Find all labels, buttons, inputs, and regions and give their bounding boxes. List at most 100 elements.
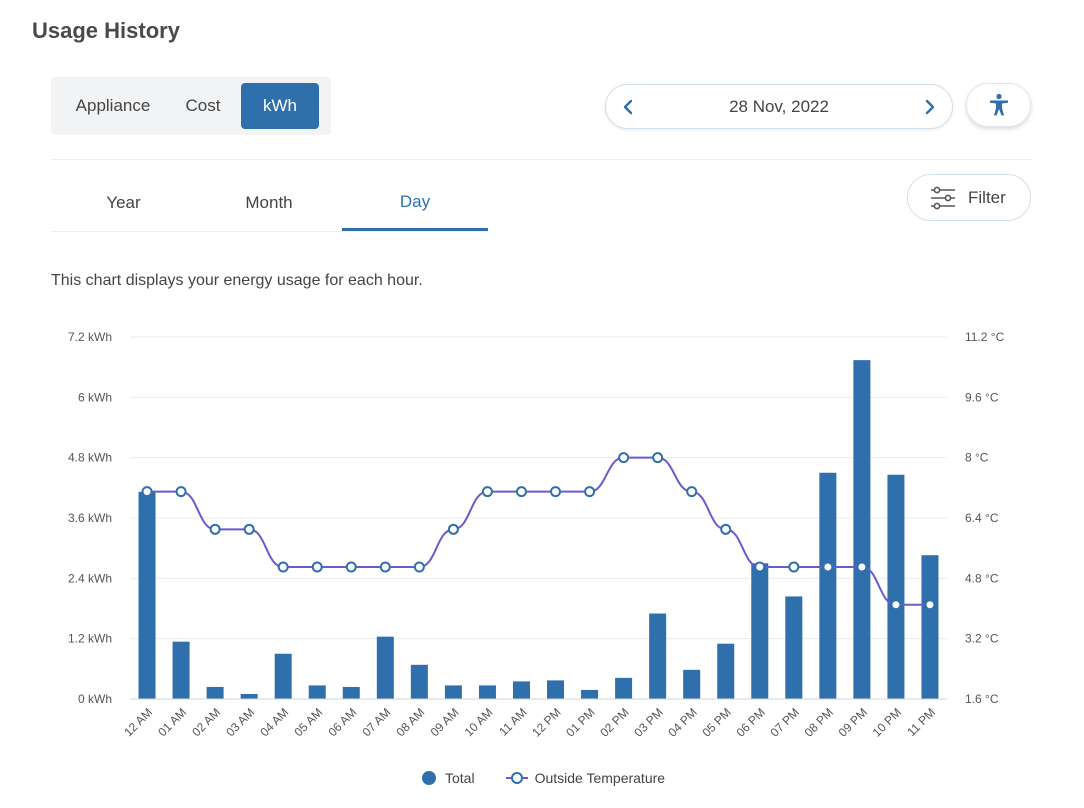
bar-total: [785, 596, 803, 699]
y-right-tick-label: 11.2 °C: [965, 330, 1005, 344]
y-right-tick-label: 6.4 °C: [965, 511, 999, 525]
current-date: 28 Nov, 2022: [729, 97, 829, 116]
bar-total: [206, 686, 224, 699]
temperature-point: [141, 486, 153, 498]
x-tick-label: 12 AM: [121, 705, 155, 739]
temperature-point: [584, 486, 596, 498]
temperature-point: [447, 523, 459, 535]
bar-total: [512, 681, 530, 699]
temperature-point: [413, 561, 425, 573]
temperature-point: [754, 561, 766, 573]
temperature-point: [379, 561, 391, 573]
section-divider: [51, 159, 1032, 160]
usage-chart: 0 kWh 1.2 kWh 2.4 kWh 3.6 kWh 4.8 kWh 6 kWh 7.…: [68, 330, 1005, 740]
temperature-point: [209, 523, 221, 535]
x-tick-label: 06 AM: [325, 705, 359, 739]
chevron-right-icon: [925, 99, 935, 114]
x-tick-label: 02 AM: [189, 705, 223, 739]
bar-total: [240, 693, 258, 699]
x-tick-label: 09 PM: [836, 705, 870, 739]
bar-total: [274, 653, 292, 699]
x-tick-label: 05 AM: [291, 705, 325, 739]
bar-total: [410, 664, 428, 699]
next-date-button[interactable]: [910, 85, 950, 128]
y-left-tick-label: 4.8 kWh: [68, 451, 112, 465]
x-tick-label: 08 AM: [394, 705, 428, 739]
legend-temperature-label[interactable]: Outside Temperature: [534, 770, 666, 786]
temperature-point: [856, 561, 868, 573]
temperature-point: [481, 486, 493, 498]
x-tick-label: 04 AM: [257, 705, 291, 739]
toggle-cost-button[interactable]: Cost: [185, 96, 221, 115]
y-left-tick-label: 3.6 kWh: [68, 511, 112, 525]
bar-total: [376, 636, 394, 699]
accessibility-button[interactable]: [966, 83, 1031, 127]
bar-total: [615, 677, 633, 699]
x-tick-label: 04 PM: [665, 705, 699, 739]
bar-total: [342, 686, 360, 699]
x-tick-label: 08 PM: [802, 705, 836, 739]
chart-description: This chart displays your energy usage fo…: [51, 272, 423, 289]
prev-date-button[interactable]: [608, 85, 648, 128]
y-right-tick-label: 4.8 °C: [965, 571, 999, 585]
y-left-tick-label: 2.4 kWh: [68, 571, 112, 585]
temperature-point: [243, 523, 255, 535]
temperature-point: [515, 486, 527, 498]
temperature-point: [720, 523, 732, 535]
temperature-point: [618, 452, 630, 464]
x-tick-label: 03 AM: [223, 705, 257, 739]
tabs-divider: [51, 231, 488, 232]
bar-total: [819, 472, 837, 699]
y-left-tick-label: 1.2 kWh: [68, 632, 112, 646]
bar-total: [649, 613, 667, 699]
tab-year[interactable]: Year: [106, 193, 141, 212]
bar-total: [751, 563, 769, 699]
temperature-point: [550, 486, 562, 498]
view-toggle: Appliance Cost kWh: [51, 77, 331, 135]
bar-total: [717, 643, 735, 699]
temperature-point: [277, 561, 289, 573]
x-tick-label: 09 AM: [428, 705, 462, 739]
tab-day[interactable]: Day: [342, 175, 488, 231]
chart-legend: Total Outside Temperature: [422, 769, 665, 787]
x-tick-label: 07 PM: [768, 705, 802, 739]
x-tick-label: 11 PM: [904, 705, 938, 739]
bar-total: [921, 555, 939, 699]
bar-total: [547, 680, 565, 699]
x-tick-label: 12 PM: [529, 705, 563, 739]
legend-total-label[interactable]: Total: [445, 770, 475, 786]
date-navigator: 28 Nov, 2022: [605, 84, 953, 129]
x-tick-label: 11 AM: [496, 705, 529, 738]
bar-total: [444, 685, 462, 699]
temperature-point: [822, 561, 834, 573]
toggle-kwh-button[interactable]: kWh: [241, 83, 319, 129]
toggle-appliance-button[interactable]: Appliance: [75, 96, 151, 115]
y-right-tick-label: 3.2 °C: [965, 632, 999, 646]
legend-total-swatch[interactable]: [422, 771, 436, 785]
temperature-point: [924, 599, 936, 611]
x-tick-label: 06 PM: [733, 705, 767, 739]
bar-total: [138, 491, 156, 699]
y-left-tick-label: 0 kWh: [78, 692, 112, 706]
temperature-point: [890, 599, 902, 611]
filter-button[interactable]: Filter: [907, 174, 1031, 221]
legend-temperature-swatch[interactable]: [505, 771, 528, 785]
bar-total: [683, 669, 701, 699]
y-left-tick-label: 7.2 kWh: [68, 330, 112, 344]
bar-total: [478, 685, 496, 699]
temperature-point: [311, 561, 323, 573]
chevron-left-icon: [623, 99, 633, 114]
bar-total: [581, 689, 599, 699]
bar-total: [308, 685, 326, 699]
temperature-point: [788, 561, 800, 573]
x-tick-label: 10 PM: [870, 705, 904, 739]
temperature-point: [345, 561, 357, 573]
temperature-line: [147, 456, 930, 606]
tab-month[interactable]: Month: [245, 193, 293, 212]
temperature-point: [652, 452, 664, 464]
x-tick-label: 03 PM: [631, 705, 665, 739]
x-tick-label: 05 PM: [699, 705, 733, 739]
bar-total: [172, 641, 190, 699]
x-tick-label: 02 PM: [597, 705, 631, 739]
y-right-tick-label: 1.6 °C: [965, 692, 999, 706]
